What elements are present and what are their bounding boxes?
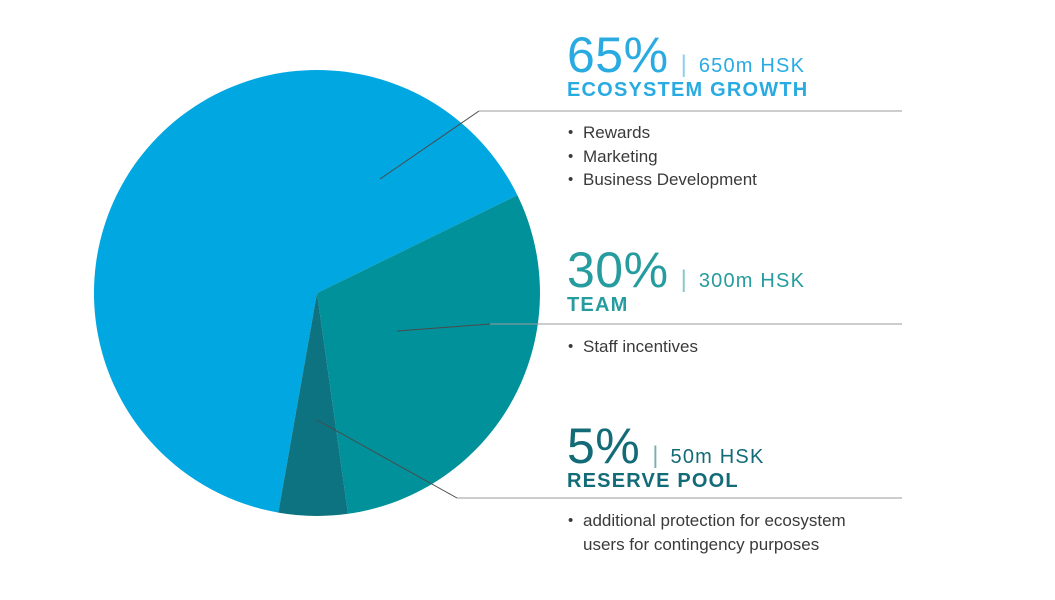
percent-value: 30% <box>567 242 669 298</box>
divider-bar: | <box>680 51 687 78</box>
divider-bar: | <box>680 266 687 293</box>
section-heading: TEAM <box>567 294 629 316</box>
amount-value: 50m HSK <box>670 446 765 468</box>
section-stat-row: 30% | 300m HSK <box>567 245 805 295</box>
leader-line <box>396 323 491 332</box>
pie-slice-reserve-pool <box>278 293 348 516</box>
amount-value: 650m HSK <box>698 55 806 77</box>
percent-value: 65% <box>567 27 669 83</box>
leader-line <box>379 110 480 180</box>
section-heading: RESERVE POOL <box>567 470 739 492</box>
section-stat-row: 65% | 650m HSK <box>567 30 808 80</box>
bullet-list-reserve-pool: additional protection for ecosystem user… <box>567 509 885 556</box>
allocation-section-reserve-pool: 5% | 50m HSK RESERVE POOL <box>567 421 765 491</box>
bullet-item: Business Development <box>567 168 885 192</box>
bullet-item: Staff incentives <box>567 335 885 359</box>
leader-line <box>316 419 458 499</box>
bullet-item: additional protection for ecosystem user… <box>567 509 885 556</box>
bullet-item: Rewards <box>567 121 885 145</box>
amount-value: 300m HSK <box>698 270 806 292</box>
section-stat-row: 5% | 50m HSK <box>567 421 765 471</box>
bullet-list-team: Staff incentives <box>567 335 885 359</box>
percent-value: 5% <box>567 418 641 474</box>
bullet-list-ecosystem-growth: RewardsMarketingBusiness Development <box>567 121 885 192</box>
bullet-item: Marketing <box>567 145 885 169</box>
allocation-section-team: 30% | 300m HSK TEAM <box>567 245 805 315</box>
section-heading: ECOSYSTEM GROWTH <box>567 79 809 101</box>
pie-slice-team <box>317 195 540 514</box>
allocation-section-ecosystem-growth: 65% | 650m HSK ECOSYSTEM GROWTH <box>567 30 808 100</box>
pie-slice-ecosystem-growth <box>93 69 518 513</box>
divider-bar: | <box>652 442 659 469</box>
